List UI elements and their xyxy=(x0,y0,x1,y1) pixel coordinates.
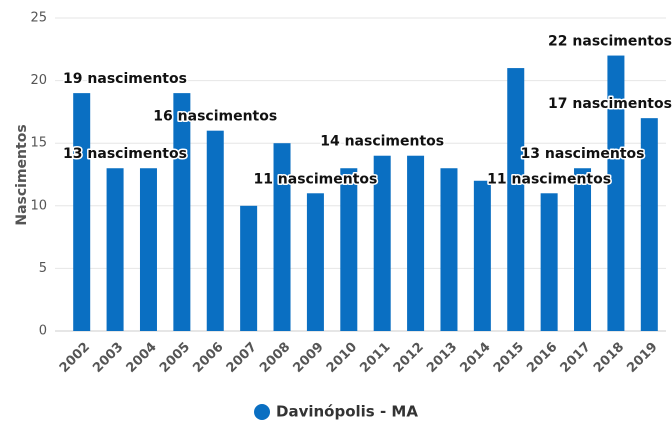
x-tick-label: 2003 xyxy=(90,340,126,376)
x-tick-label: 2004 xyxy=(124,340,160,376)
data-label: 13 nascimentos xyxy=(521,146,645,162)
x-tick-label: 2007 xyxy=(224,340,260,376)
data-label: 16 nascimentos xyxy=(153,109,277,125)
y-tick-label: 0 xyxy=(39,324,47,339)
x-tick-label: 2010 xyxy=(324,340,360,376)
x-tick-label: 2015 xyxy=(491,340,527,376)
bar xyxy=(373,155,391,331)
y-tick-label: 5 xyxy=(39,261,47,276)
x-tick-label: 2019 xyxy=(624,340,660,376)
x-tick-label: 2009 xyxy=(291,340,327,376)
bar xyxy=(540,193,558,331)
bar xyxy=(139,168,157,331)
x-tick-label: 2013 xyxy=(424,340,460,376)
bar xyxy=(340,168,358,331)
y-tick-label: 10 xyxy=(30,198,47,213)
bar xyxy=(507,68,525,331)
data-label: 11 nascimentos xyxy=(487,171,611,187)
x-tick-label: 2018 xyxy=(591,340,627,376)
data-label: 17 nascimentos xyxy=(548,96,672,112)
bar xyxy=(240,205,258,331)
x-tick-label: 2005 xyxy=(157,340,193,376)
y-axis-title: Nascimentos xyxy=(14,124,30,225)
data-label: 11 nascimentos xyxy=(253,171,377,187)
bar xyxy=(640,118,658,331)
bar xyxy=(574,168,592,331)
bar xyxy=(206,130,224,331)
legend-marker xyxy=(254,404,270,420)
x-tick-label: 2011 xyxy=(357,340,393,376)
x-tick-label: 2012 xyxy=(391,340,427,376)
legend-label: Davinópolis - MA xyxy=(276,403,418,421)
y-tick-label: 15 xyxy=(30,136,47,151)
bar xyxy=(607,55,625,332)
x-tick-label: 2008 xyxy=(257,340,293,376)
bar xyxy=(440,168,458,331)
x-tick-label: 2016 xyxy=(524,340,560,376)
x-tick-label: 2014 xyxy=(457,340,493,376)
bar xyxy=(306,193,324,331)
bar xyxy=(407,155,425,331)
data-label: 22 nascimentos xyxy=(548,34,672,50)
y-tick-label: 20 xyxy=(30,73,47,88)
bar xyxy=(173,93,191,332)
bar xyxy=(273,143,291,331)
x-tick-label: 2002 xyxy=(57,340,93,376)
y-tick-label: 25 xyxy=(30,11,47,26)
data-label: 13 nascimentos xyxy=(63,146,187,162)
bar xyxy=(106,168,124,331)
bar xyxy=(73,93,91,332)
bar xyxy=(473,180,491,331)
x-tick-label: 2017 xyxy=(558,340,594,376)
data-label: 19 nascimentos xyxy=(63,71,187,87)
data-label: 14 nascimentos xyxy=(320,134,444,150)
x-tick-label: 2006 xyxy=(190,340,226,376)
